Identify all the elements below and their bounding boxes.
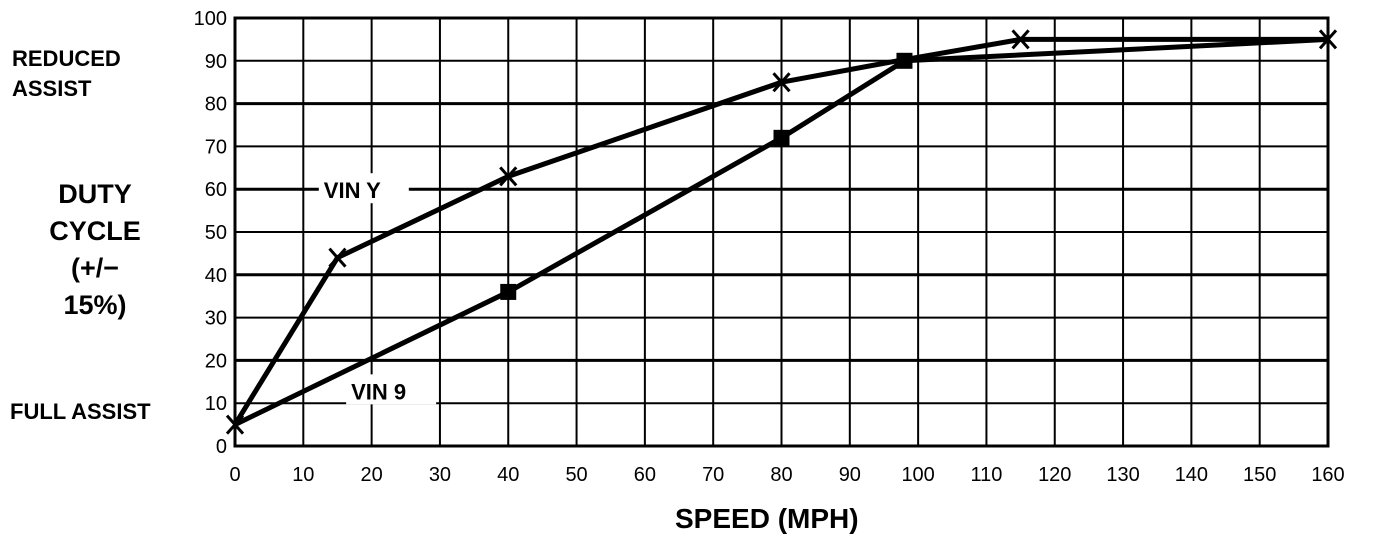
x-marker <box>772 72 791 93</box>
x-tick-label: 60 <box>634 464 656 486</box>
reduced-label-line1: REDUCED <box>12 46 121 71</box>
y-tick-label: 0 <box>216 436 227 458</box>
y-tick-label: 70 <box>205 136 227 158</box>
ylabel-line4: 15%) <box>63 290 127 320</box>
series-label-bg <box>318 173 409 204</box>
x-tick-label: 20 <box>361 464 383 486</box>
x-marker <box>1011 29 1030 50</box>
x-tick-label: 0 <box>229 464 240 486</box>
y-axis-label: DUTY CYCLE (+/− 15%) <box>20 176 170 324</box>
series-label: VIN Y <box>324 178 381 203</box>
y-tick-label: 100 <box>194 8 227 30</box>
plot-frame <box>233 16 1330 448</box>
x-tick-label: 80 <box>770 464 792 486</box>
x-tick-label: 140 <box>1175 464 1208 486</box>
y-tick-label: 60 <box>205 179 227 201</box>
y-tick-label: 40 <box>205 265 227 287</box>
y-tick-label: 90 <box>205 51 227 73</box>
x-tick-label: 10 <box>292 464 314 486</box>
x-tick-label: 50 <box>565 464 587 486</box>
x-marker <box>328 247 347 268</box>
y-tick-label: 80 <box>205 94 227 116</box>
series-label: VIN 9 <box>351 379 406 404</box>
x-tick-label: 100 <box>901 464 934 486</box>
ylabel-line2: CYCLE <box>49 216 141 246</box>
x-axis-label: SPEED (MPH) <box>675 503 859 534</box>
x-tick-label: 40 <box>497 464 519 486</box>
series-label-bg <box>346 374 437 405</box>
x-tick-label: 110 <box>970 464 1002 486</box>
full-assist-label: FULL ASSIST <box>10 399 151 424</box>
ylabel-line3: (+/− <box>70 253 120 283</box>
reduced-assist-label: REDUCED ASSIST <box>12 44 121 104</box>
square-marker <box>773 129 790 146</box>
y-tick-label: 20 <box>205 350 227 372</box>
x-tick-label: 30 <box>429 464 451 486</box>
reduced-label-line2: ASSIST <box>12 76 92 101</box>
x-tick-label: 150 <box>1243 464 1276 486</box>
square-marker <box>896 52 913 69</box>
x-tick-label: 70 <box>702 464 724 486</box>
y-tick-label: 30 <box>205 308 227 330</box>
x-tick-label: 130 <box>1106 464 1139 486</box>
x-tick-label: 160 <box>1311 464 1344 486</box>
y-tick-label: 10 <box>205 393 227 415</box>
ylabel-line1: DUTY <box>58 179 132 209</box>
square-marker <box>500 283 517 300</box>
y-tick-label: 50 <box>205 222 227 244</box>
x-tick-label: 120 <box>1038 464 1071 486</box>
x-marker <box>499 166 518 187</box>
x-tick-label: 90 <box>839 464 861 486</box>
